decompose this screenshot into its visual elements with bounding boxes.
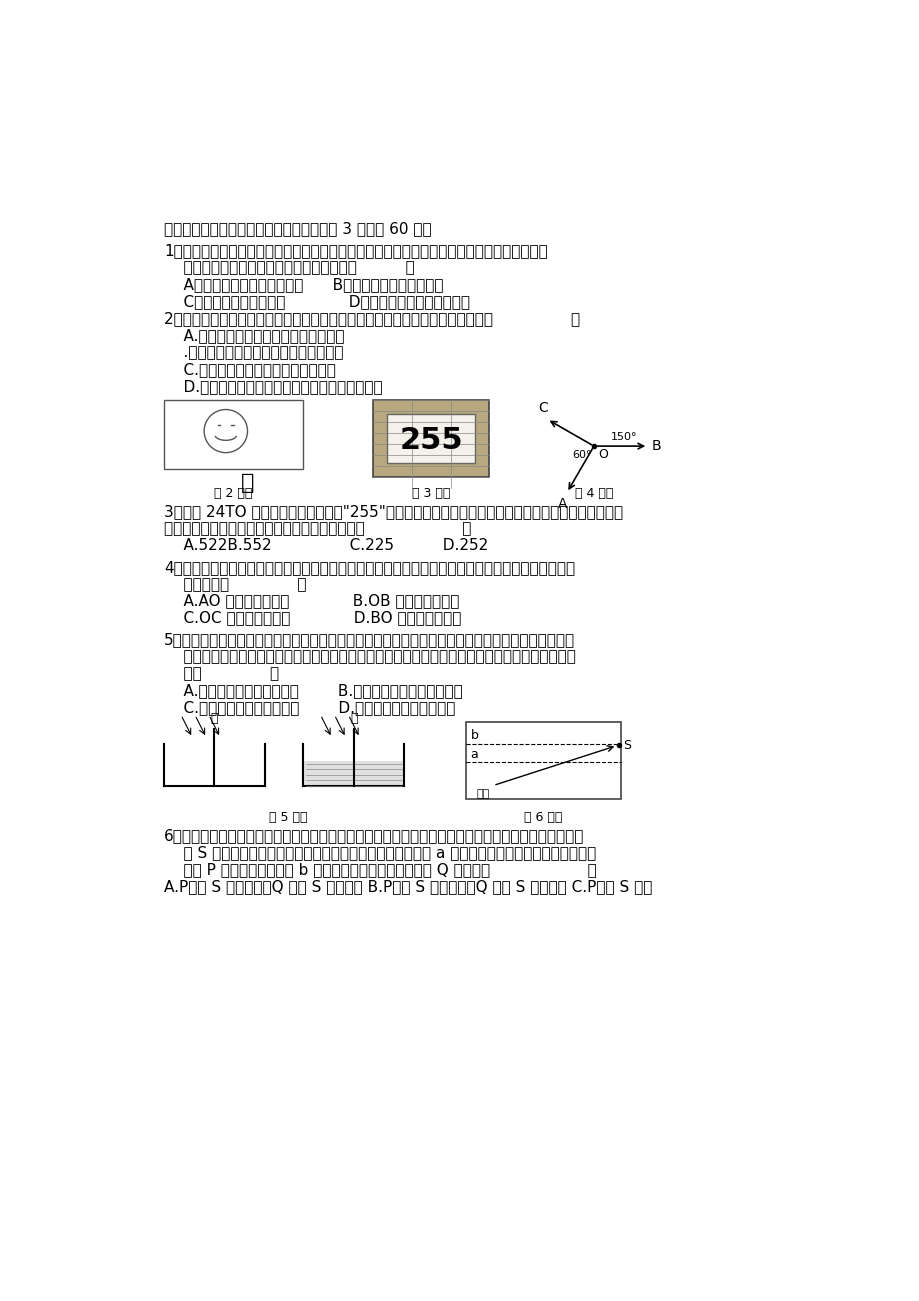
Text: 是（              ）: 是（ ）: [164, 666, 278, 682]
Text: A.P点在 S 点的下方，Q 点在 S 点的上方 B.P点在 S 点的上方，Q 点在 S 点的下方 C.P点在 S 点的: A.P点在 S 点的下方，Q 点在 S 点的上方 B.P点在 S 点的上方，Q …: [164, 878, 652, 894]
Text: 60°: 60°: [572, 450, 591, 461]
Text: A.光照射到了像上，所以像会比原来亮: A.光照射到了像上，所以像会比原来亮: [164, 328, 344, 343]
Text: 3、如图 24TO 所示，墙面上挂着标有"255"数字的牌子，在其相邻的一墙面上挂着一平面镜，地面上也: 3、如图 24TO 所示，墙面上挂着标有"255"数字的牌子，在其相邻的一墙面上…: [164, 503, 622, 519]
Bar: [466, 722, 620, 799]
Text: 正确的是（              ）: 正确的是（ ）: [164, 576, 306, 592]
Text: 4、如图所示，一束光由空气进入某种透明物质时，在界面上同时发生反射和折射的光路，则下列判断: 4、如图所示，一束光由空气进入某种透明物质时，在界面上同时发生反射和折射的光路，…: [164, 559, 574, 575]
Text: a: a: [471, 748, 478, 761]
Text: D.有光照射，更便于观察，所以觉得像比原来亮: D.有光照射，更便于观察，所以觉得像比原来亮: [164, 379, 382, 394]
Text: A: A: [558, 497, 567, 510]
Text: C、减少进入眼球的光线             D、增强对晶状体的调节能力: C、减少进入眼球的光线 D、增强对晶状体的调节能力: [164, 294, 470, 310]
Text: C.镜子比原来亮，所以像也比原来亮: C.镜子比原来亮，所以像也比原来亮: [164, 362, 335, 377]
Text: 第 6 题图: 第 6 题图: [524, 811, 562, 824]
Text: 第 3 题图: 第 3 题图: [412, 487, 450, 500]
Text: b: b: [471, 730, 478, 743]
Text: C.两池中标杆影子长度相同        D.装水的池中标杆没有影子: C.两池中标杆影子长度相同 D.装水的池中标杆没有影子: [164, 700, 455, 716]
Text: 第 2 题图: 第 2 题图: [214, 487, 253, 500]
Text: A.AO 可能是入射光线             B.OB 可能是折射光线: A.AO 可能是入射光线 B.OB 可能是折射光线: [164, 593, 459, 609]
Bar: [164, 399, 303, 470]
Text: 255: 255: [399, 427, 462, 455]
Text: 射灯: 射灯: [475, 790, 489, 799]
Text: B: B: [652, 440, 661, 453]
Text: 6、某校新建成一个喷水池，在池底中央安装了一只射灯。池内无水时，射灯发出的一束光照在池壁上，: 6、某校新建成一个喷水池，在池底中央安装了一只射灯。池内无水时，射灯发出的一束光…: [164, 827, 584, 843]
Text: O: O: [597, 449, 607, 462]
Text: 杆: 杆: [349, 713, 357, 726]
Text: 5、如图所示，两个并排且深度相同的水池，一个未装水，另一个装水，在两池的中央各竖立一长度相: 5、如图所示，两个并排且深度相同的水池，一个未装水，另一个装水，在两池的中央各竖…: [164, 632, 574, 648]
Bar: [387, 414, 475, 463]
Text: A.装水的池中标杆影子较长        B.未装水的池中标杆影子较长: A.装水的池中标杆影子较长 B.未装水的池中标杆影子较长: [164, 683, 462, 699]
Text: ✋: ✋: [241, 474, 254, 493]
Bar: [373, 399, 489, 477]
Text: 一、选择题（每题只有一个正确选项，每题 3 分，共 60 分）: 一、选择题（每题只有一个正确选项，每题 3 分，共 60 分）: [164, 221, 431, 237]
Text: 杆: 杆: [210, 713, 218, 726]
Text: C: C: [538, 401, 548, 415]
Text: .光反射到物上，物变亮，所以像也变亮: .光反射到物上，物变亮，所以像也变亮: [164, 345, 343, 360]
Text: S: S: [622, 739, 630, 752]
Text: 在 S 点形成一个亮斑，如图所示。现往池内注水，水面升至 a 位置时，站在池旁的人看到亮斑的位: 在 S 点形成一个亮斑，如图所示。现往池内注水，水面升至 a 位置时，站在池旁的…: [164, 844, 596, 860]
Bar: [304, 761, 403, 786]
Text: 1、现代医学对近视的矫正有一种新的技术，就是用激光对近视患者的角膜进行适当的切削，来: 1、现代医学对近视的矫正有一种新的技术，就是用激光对近视患者的角膜进行适当的切削…: [164, 243, 547, 259]
Text: 放有一平面镜，通过平面镜不可能看到的数字是（                    ）: 放有一平面镜，通过平面镜不可能看到的数字是（ ）: [164, 520, 471, 536]
Text: 第 5 题图: 第 5 题图: [268, 811, 307, 824]
Text: C.OC 必定是反射光线             D.BO 必定是入射光线: C.OC 必定是反射光线 D.BO 必定是入射光线: [164, 610, 460, 626]
Text: A.522B.552                C.225          D.252: A.522B.552 C.225 D.252: [164, 537, 488, 553]
Text: 置在 P 点；如果水面升至 b 位置时，人看到亮斑的位置在 Q 点，则（                    ）: 置在 P 点；如果水面升至 b 位置时，人看到亮斑的位置在 Q 点，则（ ）: [164, 861, 596, 877]
Text: A、增加眼球折光系统的焦距      B、改变晶状体过凸的状态: A、增加眼球折光系统的焦距 B、改变晶状体过凸的状态: [164, 277, 443, 293]
Text: 矫正视力。这种对角膜进行切削的目的是（          ）: 矫正视力。这种对角膜进行切削的目的是（ ）: [164, 260, 414, 276]
Text: 第 4 题图: 第 4 题图: [574, 487, 612, 500]
Text: 2、如图用手电筒对着平面镜中的像照射时，观察到像比原来亮多了，其原因是（                ）: 2、如图用手电筒对着平面镜中的像照射时，观察到像比原来亮多了，其原因是（ ）: [164, 311, 579, 327]
Text: 150°: 150°: [610, 432, 637, 442]
Text: 同且比池深略长的标杆，此时，阳光斜射到水池。下列关于两水池中标杆的影子的说法中，正确的: 同且比池深略长的标杆，此时，阳光斜射到水池。下列关于两水池中标杆的影子的说法中，…: [164, 649, 575, 665]
